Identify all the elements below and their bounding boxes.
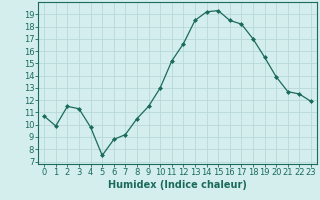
X-axis label: Humidex (Indice chaleur): Humidex (Indice chaleur): [108, 180, 247, 190]
